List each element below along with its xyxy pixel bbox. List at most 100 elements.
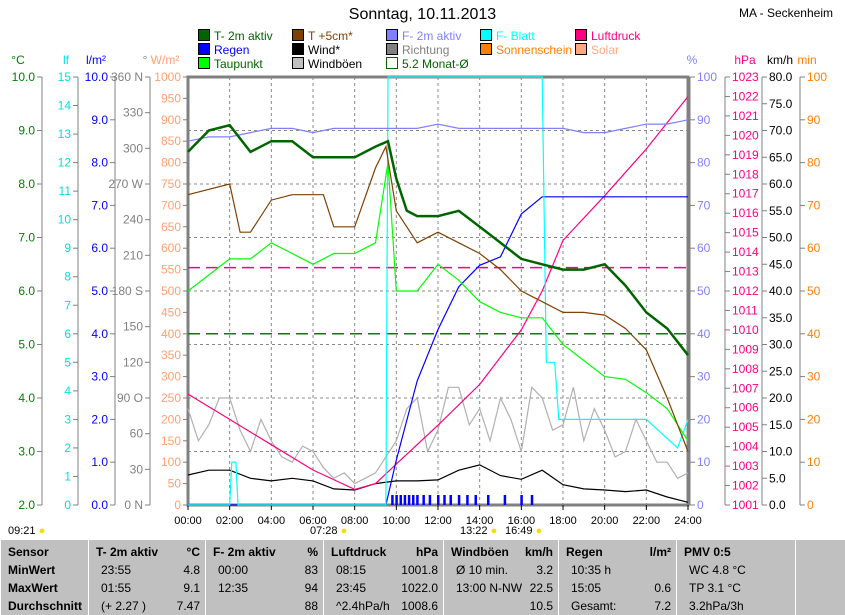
table-cell: km/h xyxy=(524,545,553,559)
axis-tick-label: 70 xyxy=(697,198,711,212)
table-cell: 1008.6 xyxy=(401,599,438,613)
table-cell: % xyxy=(307,545,318,559)
axis-tick-label: 50.0 xyxy=(769,231,793,245)
table-column: T- 2m aktiv °C 23:55 4.8 01:55 9.1 (+ 2.27 ) 7.… xyxy=(88,540,206,615)
legend-label: Wind* xyxy=(308,43,341,57)
legend-label: Sonnenschein xyxy=(496,43,573,57)
legend-swatch xyxy=(386,57,398,69)
sun-time: 13:22 ● xyxy=(460,525,498,537)
table-cell: 22.5 xyxy=(529,581,553,595)
table-cell: F- 2m aktiv xyxy=(213,545,276,559)
legend-label: Luftdruck xyxy=(591,29,641,43)
axis-tick-label: 80 xyxy=(807,156,821,170)
legend-label: F- 2m aktiv xyxy=(402,29,462,43)
table-cell: 10:35 h xyxy=(571,563,612,577)
axis-tick-label: 9 xyxy=(64,241,71,255)
legend-swatch xyxy=(198,57,210,69)
x-tick-label: 14:00 xyxy=(466,515,494,527)
axis-tick-label: 7 xyxy=(64,298,71,312)
axis-tick-label: 4 xyxy=(64,384,71,398)
axis-tick-label: 1004 xyxy=(732,440,759,454)
sun-icon: ● xyxy=(340,525,348,537)
legend-item: T +5cm* xyxy=(292,29,353,43)
axis-tick-label: 12 xyxy=(58,156,72,170)
table-cell: MinWert xyxy=(8,563,56,577)
axis-tick-label: 1001 xyxy=(732,498,759,512)
axis-tick-label: 1020 xyxy=(732,128,759,142)
axis-tick-label: 70.0 xyxy=(769,124,793,138)
table-cell: WC 4.8 °C xyxy=(689,563,746,577)
axis-tick-label: 800 xyxy=(161,156,181,170)
table-column-empty xyxy=(795,540,845,615)
table-cell: 9.1 xyxy=(183,581,200,595)
sun-time: 09:21 ● xyxy=(8,525,46,537)
axis-tick-label: 1006 xyxy=(732,401,759,415)
axis-tick-label: 850 xyxy=(161,134,181,148)
axis-tick-label: 2.0 xyxy=(18,498,35,512)
table-cell: Gesamt: xyxy=(571,599,617,613)
axis-tick-label: 90 O xyxy=(117,391,143,405)
axis-tick-label: 650 xyxy=(161,220,181,234)
legend-swatch xyxy=(292,43,304,55)
axis-tick-label: 1023 xyxy=(732,70,759,84)
table-cell: ^2.4hPa/h xyxy=(336,599,390,613)
axis-tick-label: 550 xyxy=(161,263,181,277)
axis-tick-label: 15 xyxy=(58,70,72,84)
legend-item: F- Blatt xyxy=(480,29,535,43)
table-cell: Windböen xyxy=(451,545,509,559)
table-cell: Regen xyxy=(566,545,603,559)
axis-tick-label: 8.0 xyxy=(91,156,108,170)
axis-tick-label: 950 xyxy=(161,91,181,105)
axis-tick-label: 40 xyxy=(807,327,821,341)
axis-tick-label: 900 xyxy=(161,113,181,127)
legend-swatch xyxy=(386,29,398,41)
series-f-2m-aktiv xyxy=(187,119,689,142)
x-tick-label: 10:00 xyxy=(383,515,411,527)
legend-item: Regen xyxy=(198,43,249,57)
table-cell: 4.8 xyxy=(183,563,200,577)
axis-tick-label: 1014 xyxy=(732,245,759,259)
table-cell: 23:55 xyxy=(101,563,132,577)
axis-tick-label: 50 xyxy=(168,477,182,491)
axis-tick-label: 10 xyxy=(807,455,821,469)
axis-tick-label: 5.0 xyxy=(91,284,108,298)
legend-swatch xyxy=(198,43,210,55)
legend-item: Richtung xyxy=(386,43,449,57)
axis-tick-label: 450 xyxy=(161,305,181,319)
table-cell: (+ 2.27 ) xyxy=(101,599,147,613)
axis-tick-label: 150 xyxy=(161,434,181,448)
table-cell: Sensor xyxy=(8,545,49,559)
axis-tick-label: 1000 xyxy=(154,70,181,84)
rain-bar xyxy=(399,495,402,505)
axis-tick-label: 6.0 xyxy=(18,284,35,298)
axis-tick-label: 0.0 xyxy=(91,498,108,512)
axis-tick-label: 0 xyxy=(64,498,71,512)
legend-item: Solar xyxy=(575,43,619,57)
x-tick-label: 16:00 xyxy=(508,515,536,527)
axis-tick-label: 75.0 xyxy=(769,97,793,111)
rain-bar xyxy=(466,495,469,505)
axis-unit-label: l/m² xyxy=(86,53,106,67)
axis-tick-label: 300 xyxy=(123,141,143,155)
axis-tick-label: 1011 xyxy=(732,303,758,317)
axis-tick-label: 9.0 xyxy=(18,124,35,138)
axis-tick-label: 1009 xyxy=(732,342,759,356)
chart-title: Sonntag, 10.11.2013 xyxy=(348,6,497,23)
table-cell: 3.2hPa/3h xyxy=(689,599,744,613)
legend-item: Luftdruck xyxy=(575,29,640,43)
axis-unit-label: W/m² xyxy=(151,53,180,67)
axis-tick-label: 240 xyxy=(123,213,143,227)
legend-item: Wind* xyxy=(292,43,340,57)
axis-tick-label: 0 xyxy=(174,498,181,512)
rain-bar xyxy=(487,495,490,505)
table-cell: 12:35 xyxy=(218,581,249,595)
axis-tick-label: 1017 xyxy=(732,187,759,201)
table-cell: 1001.8 xyxy=(401,563,438,577)
legend-swatch xyxy=(575,43,587,55)
legend-swatch xyxy=(480,29,492,41)
axis-tick-label: 1013 xyxy=(732,265,759,279)
table-cell: 15:05 xyxy=(571,581,602,595)
table-cell: TP 3.1 °C xyxy=(689,581,741,595)
